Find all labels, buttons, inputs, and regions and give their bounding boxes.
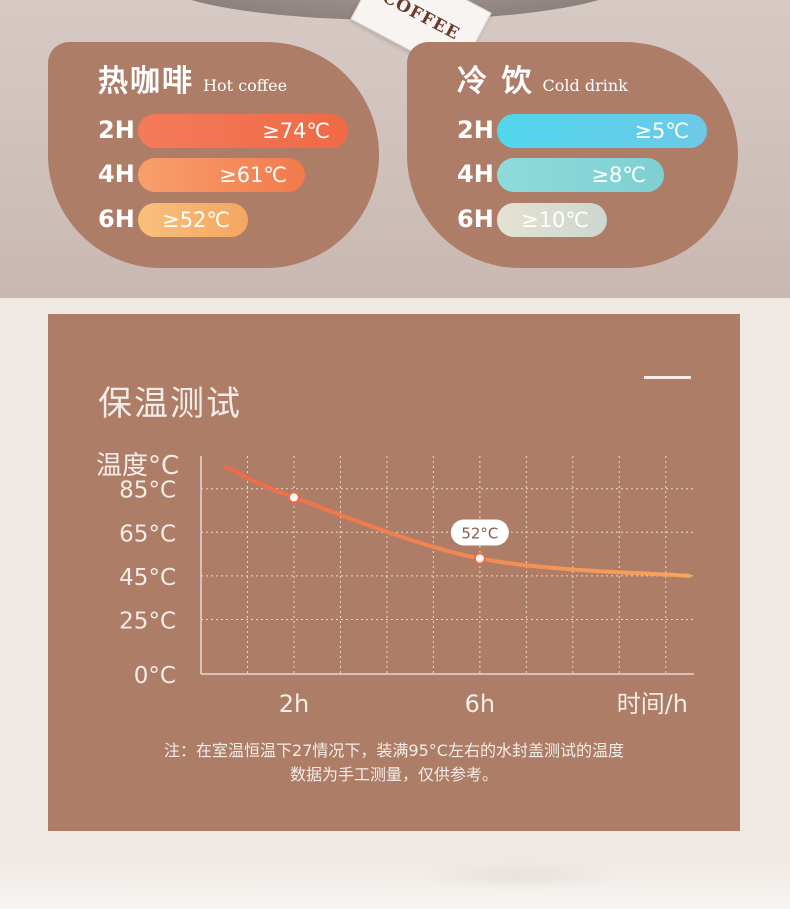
y-tick-label: 65°C [119, 521, 176, 547]
cold-row-label: 4H [457, 160, 494, 188]
x-tick-label: 6h [465, 690, 495, 718]
cold-bar-2h: ≥5℃ [497, 114, 707, 148]
chart-annotations: 52°C [450, 519, 509, 546]
x-ticks: 2h 6h [279, 690, 495, 718]
cold-drink-title: 冷 饮 Cold drink [457, 56, 628, 100]
y-ticks: 85°C 65°C 45°C 25°C 0°C [119, 478, 176, 689]
bottom-strip [0, 860, 790, 909]
hot-coffee-title-en: Hot coffee [203, 76, 288, 95]
cold-drink-title-en: Cold drink [542, 76, 628, 95]
y-tick-label: 25°C [119, 609, 176, 635]
y-axis-label: 温度°C [96, 451, 179, 481]
hot-row-label: 6H [98, 205, 135, 233]
insulation-test-panel: 保温测试 温度°C 85°C 65°C 45°C 25°C 0°C 2h 6h 时间/h … [48, 314, 740, 831]
y-tick-label: 0°C [134, 663, 176, 689]
chart-grid [200, 456, 694, 675]
hot-coffee-card: 热咖啡 Hot coffee 2H ≥74℃ 4H ≥61℃ 6H ≥52℃ [48, 42, 379, 268]
cold-bar-4h: ≥8℃ [497, 158, 664, 192]
temperature-line [224, 464, 691, 578]
test-note-line1: 注：在室温恒温下27情况下，装满95°C左右的水封盖测试的温度 [164, 741, 624, 760]
y-tick-label: 85°C [119, 478, 176, 504]
cold-bar-6h: ≥10℃ [497, 203, 607, 237]
hot-row-label: 2H [98, 116, 135, 144]
y-tick-label: 45°C [119, 565, 176, 591]
chart-markers [287, 491, 486, 565]
annotation-label: 52°C [461, 524, 498, 542]
product-photo-area: COFFEE 热咖啡 Hot coffee 2H ≥74℃ 4H ≥61℃ 6H… [0, 0, 790, 298]
annotation-bubble [450, 519, 509, 546]
cold-drink-title-cn: 冷 饮 [457, 64, 534, 99]
insulation-chart: 温度°C 85°C 65°C 45°C 25°C 0°C 2h 6h 时间/h 52°C [96, 451, 694, 718]
panel-title: 保温测试 [98, 384, 242, 424]
test-note-line2: 数据为手工测量，仅供参考。 [289, 765, 498, 784]
title-divider [644, 376, 691, 379]
hot-coffee-title: 热咖啡 Hot coffee [98, 56, 287, 100]
hot-bar-4h: ≥61℃ [138, 158, 305, 192]
cold-drink-card: 冷 饮 Cold drink 2H ≥5℃ 4H ≥8℃ 6H ≥10℃ [407, 42, 738, 268]
x-tick-label: 2h [279, 690, 309, 718]
data-point-marker [473, 552, 486, 565]
cold-row-label: 6H [457, 205, 494, 233]
hot-row-label: 4H [98, 160, 135, 188]
x-axis-label: 时间/h [617, 690, 688, 718]
hot-bar-2h: ≥74℃ [138, 114, 348, 148]
bottom-blur [420, 860, 620, 890]
data-point-marker [287, 491, 300, 504]
hot-coffee-title-cn: 热咖啡 [98, 64, 194, 99]
hot-bar-6h: ≥52℃ [138, 203, 248, 237]
cold-row-label: 2H [457, 116, 494, 144]
